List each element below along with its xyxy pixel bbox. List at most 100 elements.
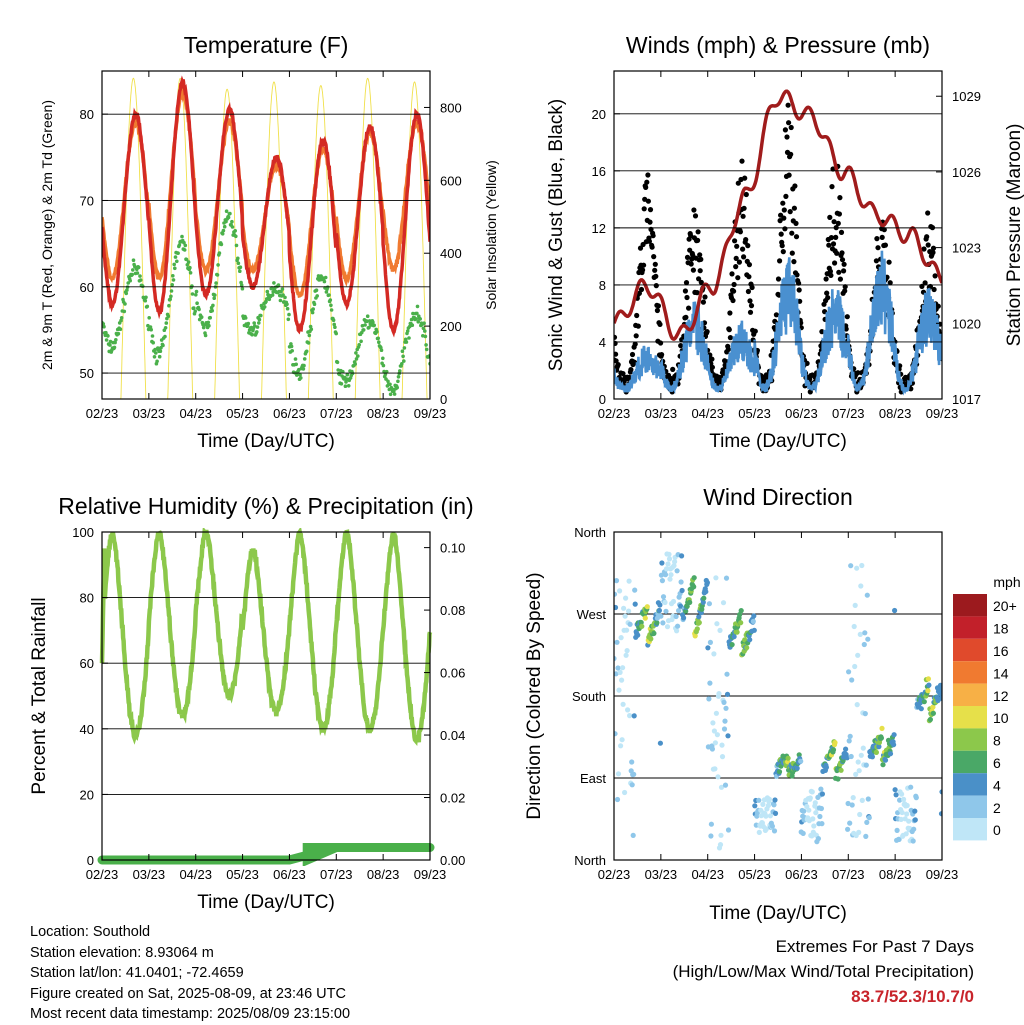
x-tick-label: 03/23 (133, 867, 166, 882)
direction-point (891, 732, 897, 738)
series-dewpoint-point (140, 284, 145, 289)
series-gust-point (652, 261, 658, 267)
plot-frame (613, 70, 943, 400)
series-dewpoint-point (312, 302, 317, 307)
series-dewpoint-point (323, 275, 328, 280)
series-gust-point (727, 335, 734, 341)
series-dewpoint-point (104, 338, 109, 342)
series-dewpoint-point (356, 354, 360, 358)
direction-point (731, 634, 737, 640)
direction-point (898, 816, 904, 823)
direction-point (815, 836, 822, 842)
direction-point (691, 575, 697, 581)
series-dewpoint-point (166, 314, 171, 319)
series-gust-point (793, 234, 800, 240)
series-gust-point (882, 242, 889, 248)
series-gust-point (823, 276, 829, 282)
series-dewpoint-point (199, 315, 204, 319)
series-dewpoint-point (403, 337, 408, 342)
series-gust-point (636, 290, 643, 296)
x-tick-label: 08/23 (879, 406, 912, 421)
direction-point (671, 563, 677, 569)
series-gust-point (922, 280, 928, 286)
panel-title: Temperature (F) (184, 32, 349, 58)
series-gust-point (741, 205, 747, 211)
series-gust-point (643, 184, 649, 190)
series-dewpoint-point (255, 325, 260, 329)
series-gust-point (688, 261, 694, 267)
series-dewpoint-point (341, 369, 345, 374)
series-gust-point (791, 205, 798, 211)
series-gust-point (695, 237, 701, 243)
series-dewpoint-point (293, 357, 298, 361)
series-dewpoint-point (257, 317, 262, 322)
y2-tick-label: 0 (440, 392, 447, 407)
series-dewpoint-point (119, 318, 123, 323)
direction-point (899, 809, 905, 816)
direction-point (845, 800, 851, 807)
direction-point (700, 599, 706, 605)
x-tick-label: 02/23 (598, 867, 631, 882)
recent-timestamp: Most recent data timestamp: 2025/08/09 2… (30, 1006, 351, 1022)
direction-point (718, 784, 725, 790)
direction-point (660, 620, 666, 626)
direction-point (708, 821, 715, 827)
series-dewpoint-point (108, 343, 112, 347)
direction-point (717, 842, 724, 848)
series-gust-point (651, 254, 657, 260)
x-tick-label: 05/23 (738, 406, 771, 421)
direction-point (855, 759, 861, 765)
direction-point (906, 818, 912, 824)
direction-point (676, 608, 682, 614)
legend-swatch (953, 773, 987, 796)
direction-point (657, 602, 663, 608)
legend-label: 0 (993, 822, 1001, 838)
direction-point (632, 587, 638, 593)
series-gust-point (740, 246, 746, 252)
y-tick-label: North (574, 525, 606, 540)
series-gust-point (734, 243, 740, 249)
direction-point (712, 740, 719, 746)
series-dewpoint-point (169, 294, 173, 299)
direction-point (626, 578, 632, 584)
series-gust-point (732, 238, 738, 244)
legend-swatch (953, 594, 987, 617)
series-dewpoint-point (267, 297, 272, 302)
series-total-rainfall (97, 843, 435, 866)
direction-point (913, 795, 919, 801)
direction-point (855, 652, 861, 658)
series-gust-point (935, 303, 941, 309)
series-dewpoint-point (306, 341, 311, 345)
series-gust-point (709, 356, 715, 362)
series-gust-point (646, 238, 653, 244)
series-gust-point (842, 288, 848, 294)
y-tick-label: West (577, 607, 607, 622)
series-dewpoint-point (304, 349, 309, 354)
direction-point (614, 671, 619, 677)
series-dewpoint-point (329, 308, 334, 312)
series-dewpoint-point (254, 330, 259, 334)
direction-point (848, 753, 854, 760)
series-dewpoint-point (354, 351, 358, 355)
series-gust-point (836, 269, 842, 275)
direction-point (896, 836, 902, 843)
series-dewpoint-point (424, 347, 429, 352)
series-dewpoint-point (175, 259, 179, 264)
series-dewpoint-point (280, 287, 285, 291)
direction-point (751, 613, 757, 619)
direction-point (858, 752, 864, 758)
y-tick-label: 16 (592, 164, 606, 179)
legend-label: 14 (993, 665, 1009, 681)
direction-point (703, 589, 709, 595)
series-gust-point (887, 280, 893, 286)
series-dewpoint-point (328, 298, 333, 302)
direction-point (623, 595, 629, 601)
series-dewpoint-point (102, 322, 106, 326)
direction-point (818, 805, 825, 812)
series-dewpoint-point (372, 323, 377, 328)
series-dewpoint-point (183, 243, 188, 248)
series-gust-point (836, 211, 843, 217)
series-gust-point (641, 262, 647, 268)
direction-point (849, 802, 855, 808)
